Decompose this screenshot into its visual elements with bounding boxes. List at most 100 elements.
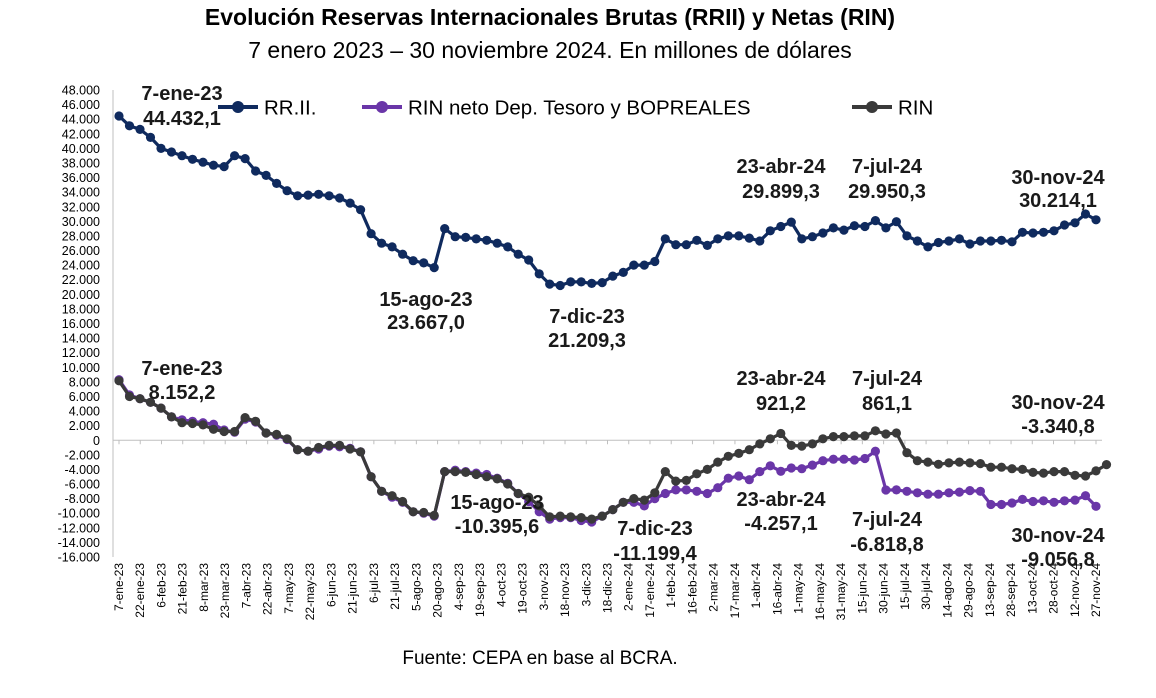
y-tick-label: 6.000 [69, 390, 100, 404]
data-point [366, 472, 376, 482]
data-point [786, 463, 796, 473]
data-point [734, 448, 744, 458]
data-point [923, 457, 933, 467]
data-point [1059, 467, 1070, 477]
data-point [335, 193, 345, 203]
data-point [293, 191, 303, 201]
x-tick-label: 21-jun-23 [346, 563, 360, 614]
data-point [545, 279, 555, 289]
x-tick-label: 12-nov-24 [1068, 563, 1082, 617]
y-tick-label: 22.000 [62, 273, 100, 287]
data-point [860, 453, 870, 464]
data-point [587, 278, 597, 288]
data-point [1017, 227, 1028, 237]
data-point [671, 485, 681, 495]
data-point [807, 460, 818, 470]
data-point [902, 231, 912, 241]
data-point [324, 191, 334, 201]
x-tick-label: 22-ene-23 [133, 563, 147, 618]
data-point [293, 445, 303, 455]
x-tick-label: 17-mar-24 [728, 563, 742, 619]
annotation-value: 861,1 [862, 393, 912, 415]
x-tick-label: 6-jun-23 [324, 563, 338, 607]
x-tick-label: 28-oct-24 [1047, 563, 1061, 614]
data-point [1091, 215, 1101, 225]
x-tick-label: 1-abr-24 [749, 563, 763, 609]
data-point [156, 143, 166, 153]
x-tick-label: 7-ene-23 [112, 563, 126, 611]
source-note: Fuente: CEPA en base al BCRA. [402, 648, 678, 669]
data-point [576, 513, 586, 523]
data-point [1070, 495, 1080, 505]
annotation-date: 15-ago-23 [379, 289, 472, 311]
x-tick-label: 2-ene-24 [622, 563, 636, 611]
data-point [187, 418, 198, 429]
data-point [429, 263, 439, 273]
data-point [723, 231, 733, 241]
y-tick-label: 44.000 [62, 113, 100, 127]
data-point [1049, 497, 1059, 507]
annotation-date: 7-jul-24 [852, 368, 923, 390]
data-point [776, 221, 786, 232]
data-point [398, 249, 408, 259]
series-group [114, 111, 1112, 527]
data-point [681, 485, 691, 495]
series-line-2 [117, 379, 1108, 521]
x-tick-label: 22-abr-23 [261, 563, 275, 615]
series-line-1 [117, 378, 1098, 524]
x-tick-label: 6-feb-23 [154, 563, 168, 608]
data-point [755, 467, 765, 477]
data-point [1007, 237, 1017, 247]
data-point [1017, 494, 1028, 504]
series-line-0 [117, 114, 1097, 288]
data-point [881, 485, 891, 495]
data-point [912, 456, 923, 466]
data-point [818, 434, 828, 444]
y-tick-label: 18.000 [62, 302, 100, 316]
data-point [786, 440, 796, 450]
y-tick-label: -10.000 [58, 507, 100, 521]
y-tick-label: 34.000 [62, 186, 100, 200]
data-point [608, 271, 618, 281]
chart-subtitle: 7 enero 2023 – 30 noviembre 2024. En mil… [248, 37, 852, 63]
y-tick-label: -14.000 [58, 536, 100, 550]
data-point [986, 462, 996, 472]
data-point [933, 459, 944, 469]
annotation-date: 7-dic-23 [617, 518, 693, 540]
data-point [870, 216, 881, 226]
data-point [419, 258, 429, 268]
data-point [471, 234, 481, 244]
data-point [702, 488, 712, 499]
x-tick-label: 30-jul-24 [919, 563, 933, 610]
annotation-date: 30-nov-24 [1011, 525, 1105, 547]
data-point [450, 467, 460, 477]
legend-label: RIN [898, 97, 933, 120]
x-tick-label: 1-feb-24 [664, 563, 678, 608]
data-point [713, 483, 723, 493]
data-point [650, 488, 660, 498]
data-point [734, 471, 744, 481]
annotation-value: 30.214,1 [1019, 190, 1097, 212]
data-point [272, 178, 282, 188]
data-point [208, 160, 219, 170]
data-point [965, 239, 975, 249]
data-point [482, 472, 492, 482]
data-point [902, 486, 912, 496]
data-point [408, 507, 418, 517]
annotation-date: 15-ago-23 [450, 492, 543, 514]
data-point [902, 448, 912, 458]
data-point [377, 486, 387, 496]
data-point [124, 121, 135, 131]
data-point [639, 260, 649, 270]
x-tick-label: 8-mar-23 [197, 563, 211, 612]
data-point [198, 420, 208, 430]
data-point [702, 464, 712, 474]
x-tick-label: 13-oct-24 [1025, 563, 1039, 614]
data-point [230, 426, 240, 437]
x-tick-label: 18-dic-23 [601, 563, 615, 613]
data-point [944, 236, 954, 246]
data-point [429, 510, 439, 520]
data-point [765, 461, 775, 471]
data-point [660, 234, 670, 244]
data-point [503, 242, 513, 252]
